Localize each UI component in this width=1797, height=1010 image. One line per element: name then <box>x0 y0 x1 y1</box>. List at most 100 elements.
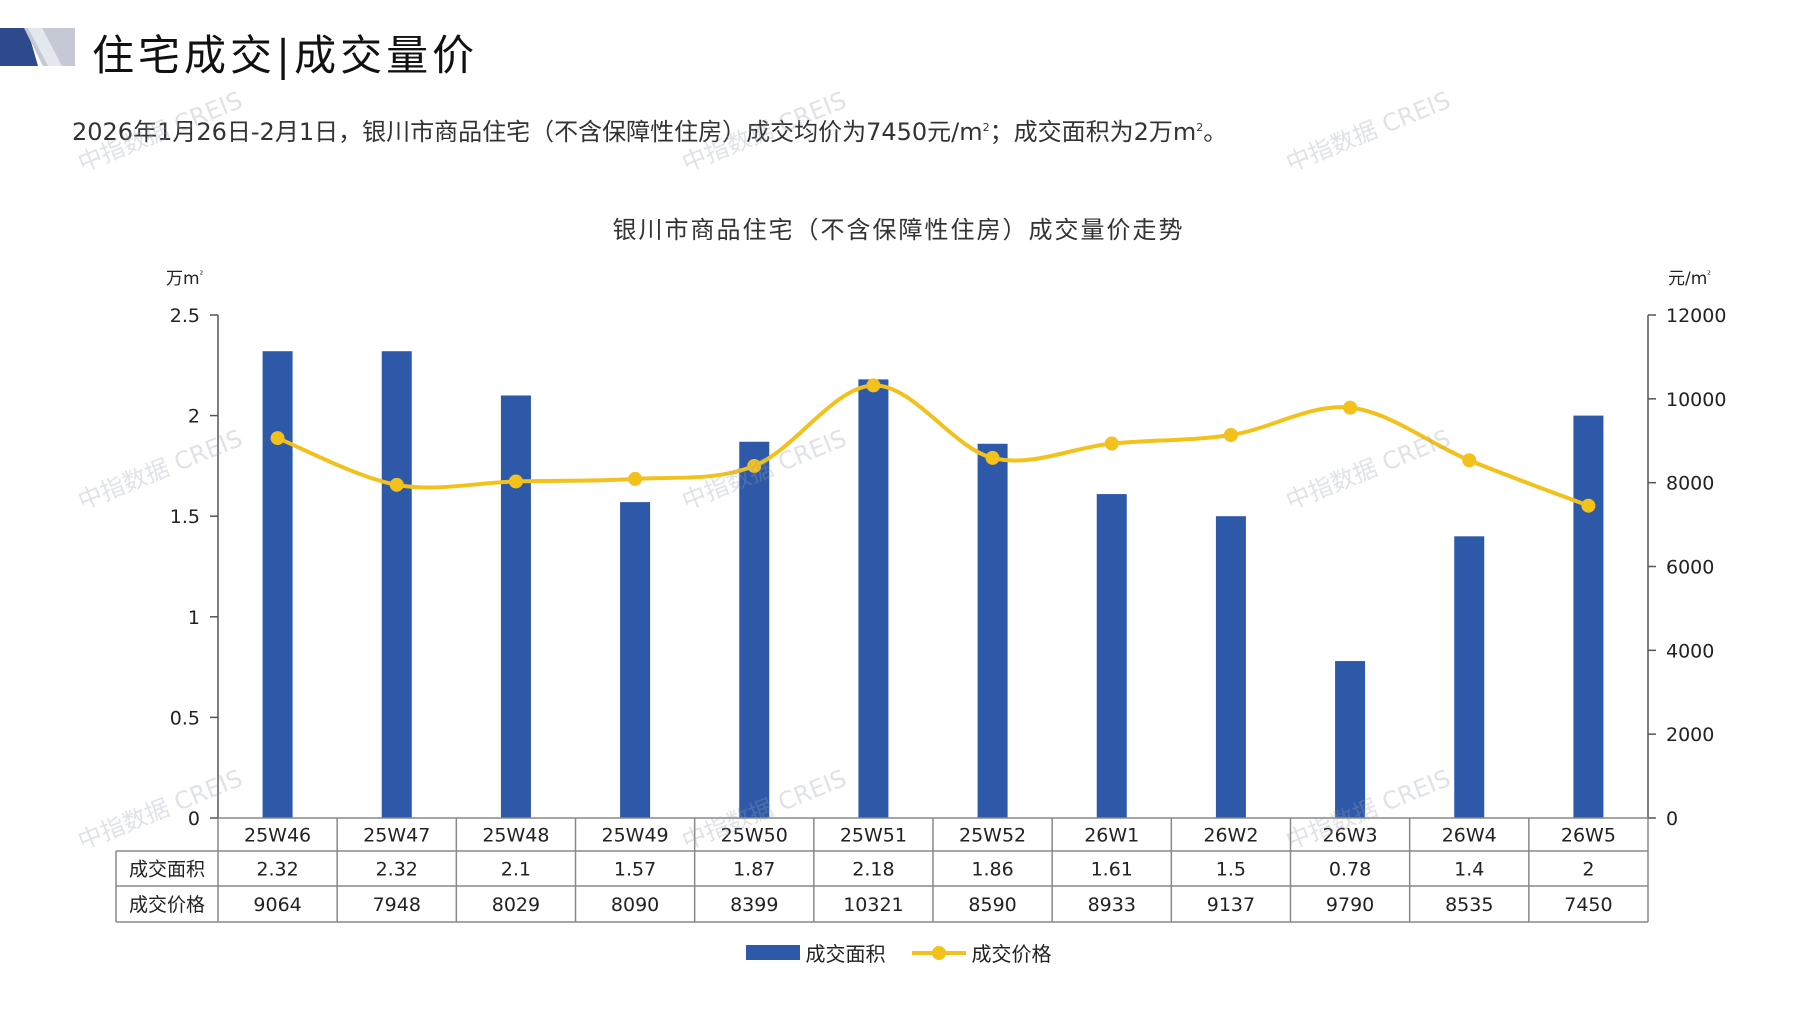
category-label: 25W50 <box>721 825 788 847</box>
price-point-26w1[interactable] <box>1104 436 1119 451</box>
brand-logo-icon <box>0 28 75 66</box>
summary-part-3: 。 <box>1203 118 1228 146</box>
left-axis-tick-label: 1.5 <box>170 506 200 528</box>
legend-label-price: 成交价格 <box>971 942 1052 966</box>
summary-unit-sup-1: 2 <box>982 121 990 134</box>
bar-26w4[interactable] <box>1454 536 1485 818</box>
bar-26w3[interactable] <box>1335 661 1366 818</box>
legend-item-area[interactable]: 成交面积 <box>745 938 886 967</box>
price-point-25w49[interactable] <box>628 471 643 486</box>
header: 住宅成交|成交量价 <box>0 18 700 80</box>
bar-25w46[interactable] <box>262 351 293 818</box>
price-value: 9064 <box>253 894 301 916</box>
price-point-25w52[interactable] <box>985 450 1000 465</box>
left-axis-unit: 万m² <box>166 264 203 289</box>
legend-bar-swatch <box>745 945 800 960</box>
price-point-26w4[interactable] <box>1462 453 1477 468</box>
right-axis-tick-label: 12000 <box>1666 305 1726 327</box>
bar-25w50[interactable] <box>739 441 770 818</box>
category-label: 25W49 <box>602 825 669 847</box>
category-label: 25W48 <box>482 825 549 847</box>
legend-item-price[interactable]: 成交价格 <box>911 938 1052 967</box>
left-axis-tick-label: 2.5 <box>170 305 200 327</box>
category-label: 25W46 <box>244 825 311 847</box>
right-axis-tick-label: 0 <box>1666 808 1678 830</box>
category-label: 25W51 <box>840 825 907 847</box>
area-value: 1.86 <box>971 859 1013 881</box>
price-point-25w50[interactable] <box>747 458 762 473</box>
price-point-25w47[interactable] <box>389 477 404 492</box>
bar-25w51[interactable] <box>858 379 889 818</box>
bar-25w49[interactable] <box>620 502 651 818</box>
right-axis-unit-sup: ² <box>1707 270 1711 281</box>
area-value: 1.4 <box>1454 859 1484 881</box>
left-axis-tick-label: 0 <box>188 808 200 830</box>
price-value: 8933 <box>1088 894 1136 916</box>
price-point-26w2[interactable] <box>1223 428 1238 443</box>
price-value: 8029 <box>492 894 540 916</box>
table-row-label-price: 成交价格 <box>129 894 205 916</box>
left-axis-unit-sup: ² <box>199 270 204 281</box>
summary-unit-sup-2: 2 <box>1196 121 1204 134</box>
chart-legend: 成交面积 成交价格 <box>0 938 1797 967</box>
bar-26w2[interactable] <box>1215 516 1246 818</box>
area-value: 2.1 <box>501 859 531 881</box>
price-value: 7450 <box>1564 894 1612 916</box>
price-point-25w51[interactable] <box>866 378 881 393</box>
area-value: 2.18 <box>852 859 894 881</box>
price-point-25w48[interactable] <box>508 474 523 489</box>
price-value: 8399 <box>730 894 778 916</box>
price-line[interactable] <box>276 383 1590 508</box>
summary-part-2: ；成交面积为2万m <box>989 118 1197 146</box>
page-title: 住宅成交|成交量价 <box>92 31 479 80</box>
area-value: 2.32 <box>256 859 298 881</box>
category-label: 25W47 <box>363 825 430 847</box>
right-axis-unit-text: 元/m <box>1668 269 1708 289</box>
category-label: 26W3 <box>1323 825 1378 847</box>
area-value: 1.87 <box>733 859 775 881</box>
area-value: 0.78 <box>1329 859 1371 881</box>
area-value: 2.32 <box>376 859 418 881</box>
chart-title: 银川市商品住宅（不含保障性住房）成交量价走势 <box>612 216 1185 244</box>
left-axis-tick-label: 0.5 <box>170 707 200 729</box>
right-axis-tick-label: 2000 <box>1666 724 1714 746</box>
right-axis-tick-label: 10000 <box>1666 389 1726 411</box>
area-value: 1.57 <box>614 859 656 881</box>
price-point-26w5[interactable] <box>1581 498 1596 513</box>
price-value: 8535 <box>1445 894 1493 916</box>
bar-26w5[interactable] <box>1573 415 1604 818</box>
left-axis-tick-label: 2 <box>188 406 200 428</box>
left-axis-unit-text: 万m <box>166 269 200 289</box>
left-axis-tick-label: 1 <box>188 607 200 629</box>
price-value: 8090 <box>611 894 659 916</box>
right-axis-tick-label: 8000 <box>1666 473 1714 495</box>
legend-label-area: 成交面积 <box>805 942 886 966</box>
bar-25w52[interactable] <box>977 443 1008 818</box>
bar-25w48[interactable] <box>500 395 531 818</box>
area-value: 1.61 <box>1091 859 1133 881</box>
bar-25w47[interactable] <box>381 351 412 818</box>
category-label: 26W2 <box>1203 825 1258 847</box>
price-value: 9790 <box>1326 894 1374 916</box>
legend-line-swatch <box>911 945 966 960</box>
right-axis-unit: 元/m² <box>1668 264 1711 289</box>
price-value: 7948 <box>373 894 421 916</box>
price-value: 9137 <box>1207 894 1255 916</box>
price-value: 10321 <box>843 894 903 916</box>
category-label: 26W5 <box>1561 825 1616 847</box>
table-row-label-area: 成交面积 <box>129 859 205 881</box>
summary-part-1: 2026年1月26日-2月1日，银川市商品住宅（不含保障性住房）成交均价为745… <box>72 118 983 146</box>
price-point-25w46[interactable] <box>270 431 285 446</box>
price-value: 8590 <box>968 894 1016 916</box>
area-value: 1.5 <box>1216 859 1246 881</box>
category-label: 25W52 <box>959 825 1026 847</box>
area-value: 2 <box>1582 859 1594 881</box>
right-axis-tick-label: 6000 <box>1666 557 1714 579</box>
category-label: 26W4 <box>1442 825 1497 847</box>
bar-26w1[interactable] <box>1096 494 1127 818</box>
price-point-26w3[interactable] <box>1343 400 1358 415</box>
category-label: 26W1 <box>1084 825 1139 847</box>
right-axis-tick-label: 4000 <box>1666 640 1714 662</box>
summary-text: 2026年1月26日-2月1日，银川市商品住宅（不含保障性住房）成交均价为745… <box>72 112 1227 147</box>
